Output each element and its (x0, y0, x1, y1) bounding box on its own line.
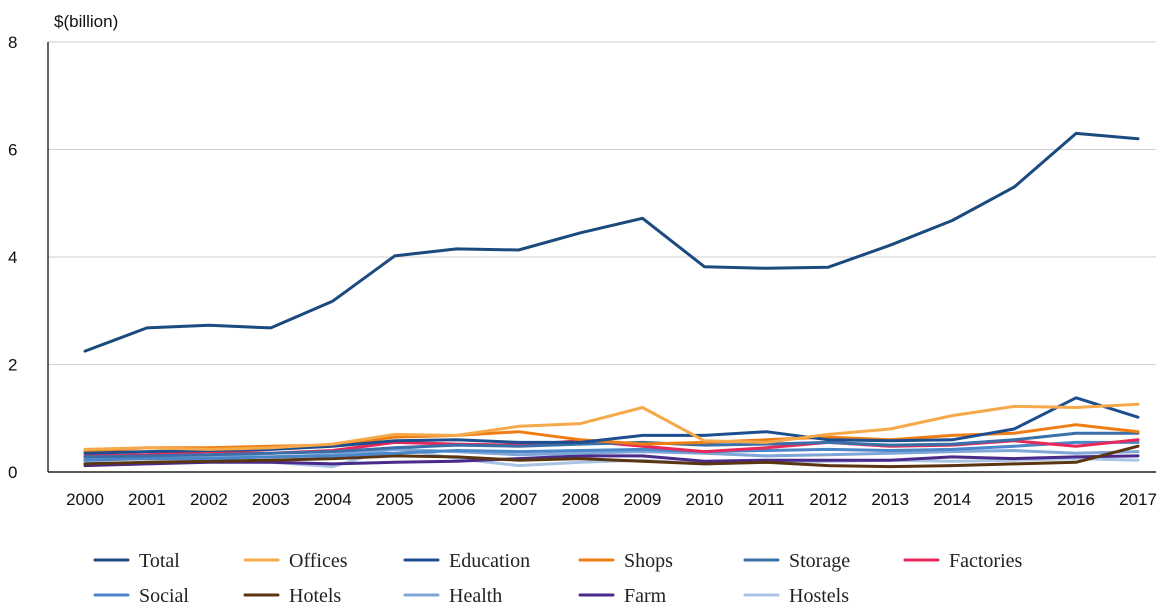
y-tick-label: 2 (8, 356, 17, 375)
x-tick-label: 2013 (871, 490, 909, 509)
x-tick-label: 2000 (66, 490, 104, 509)
x-tick-labels: 2000 2001 2002 2003 2004 2005 2006 2007 2008 2009… (66, 490, 1157, 509)
legend-label: Hotels (289, 585, 341, 604)
legend-item-social: Social (93, 585, 189, 604)
x-tick-label: 2016 (1057, 490, 1095, 509)
x-tick-label: 2006 (438, 490, 476, 509)
x-tick-label: 2008 (562, 490, 600, 509)
legend-label: Education (449, 550, 530, 572)
series-line-total (83, 131, 1140, 353)
x-tick-label: 2014 (933, 490, 971, 509)
legend-label: Storage (789, 550, 850, 572)
legend-label: Shops (624, 550, 673, 572)
legend-item-farm: Farm (578, 585, 667, 604)
x-tick-label: 2015 (995, 490, 1033, 509)
legend-item-total: Total (93, 550, 180, 572)
series-line-hotels (83, 444, 1140, 469)
y-tick-label: 6 (8, 141, 17, 160)
legend-item-hotels: Hotels (243, 585, 341, 604)
series-lines (83, 131, 1140, 469)
y-tick-label: 8 (8, 33, 17, 52)
y-axis-label: $(billion) (54, 12, 118, 31)
y-tick-label: 4 (8, 248, 17, 267)
legend-item-storage: Storage (743, 550, 850, 572)
legend-item-offices: Offices (243, 550, 348, 572)
x-tick-label: 2011 (748, 490, 785, 509)
series-line-offices (83, 402, 1140, 451)
x-tick-label: 2001 (128, 490, 166, 509)
x-tick-label: 2004 (314, 490, 352, 509)
x-tick-label: 2003 (252, 490, 290, 509)
legend-item-shops: Shops (578, 550, 673, 572)
x-tick-label: 2002 (190, 490, 228, 509)
legend-label: Offices (289, 550, 348, 572)
legend-item-education: Education (403, 550, 530, 572)
y-tick-labels: 0 2 4 6 8 (8, 33, 17, 482)
series-line-social (83, 440, 1140, 462)
legend-label: Factories (949, 550, 1023, 572)
x-tick-label: 2005 (376, 490, 414, 509)
x-tick-label: 2017 (1119, 490, 1157, 509)
series-line-farm (83, 454, 1140, 468)
legend-item-health: Health (403, 585, 502, 604)
x-tick-label: 2009 (624, 490, 662, 509)
legend-label: Hostels (789, 585, 849, 604)
gridlines (48, 41, 1156, 365)
x-tick-label: 2007 (500, 490, 538, 509)
legend-item-hostels: Hostels (743, 585, 849, 604)
series-line-education (83, 396, 1140, 455)
legend-label: Total (139, 550, 180, 572)
x-tick-label: 2012 (809, 490, 847, 509)
legend-item-factories: Factories (903, 550, 1023, 572)
legend: Total Offices Education Shops Storage Factori… (93, 550, 1023, 604)
legend-label: Farm (624, 585, 667, 604)
x-tick-label: 2010 (685, 490, 723, 509)
legend-label: Social (139, 585, 189, 604)
legend-label: Health (449, 585, 502, 604)
axes (47, 42, 1156, 473)
y-tick-label: 0 (8, 463, 17, 482)
series-line-shops (83, 423, 1140, 454)
